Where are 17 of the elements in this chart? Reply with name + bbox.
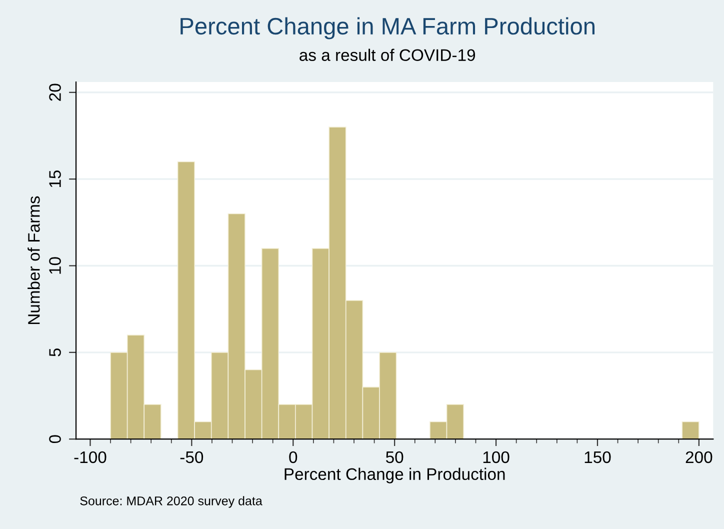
y-tick-label: 15 bbox=[49, 170, 61, 188]
x-tick-label: 0 bbox=[289, 451, 298, 464]
x-axis-title: Percent Change in Production bbox=[284, 468, 505, 484]
x-tick-label: -50 bbox=[180, 451, 204, 464]
x-tick-label: -100 bbox=[74, 451, 106, 464]
x-tick-label: 200 bbox=[686, 451, 712, 464]
x-tick-label: 50 bbox=[386, 451, 404, 464]
y-tick-label: 5 bbox=[49, 348, 61, 356]
x-tick-label: 150 bbox=[584, 451, 611, 464]
y-tick-label: 10 bbox=[49, 257, 61, 274]
x-tick-label: 100 bbox=[483, 451, 510, 464]
chart-title: Percent Change in MA Farm Production bbox=[180, 17, 594, 40]
chart-subtitle: as a result of COVID-19 bbox=[300, 48, 476, 61]
y-axis-title: Number of Farms bbox=[28, 196, 40, 324]
y-tick-label: 20 bbox=[49, 84, 61, 101]
source-note: Source: MDAR 2020 survey data bbox=[80, 496, 262, 508]
y-tick-label: 0 bbox=[49, 435, 61, 444]
